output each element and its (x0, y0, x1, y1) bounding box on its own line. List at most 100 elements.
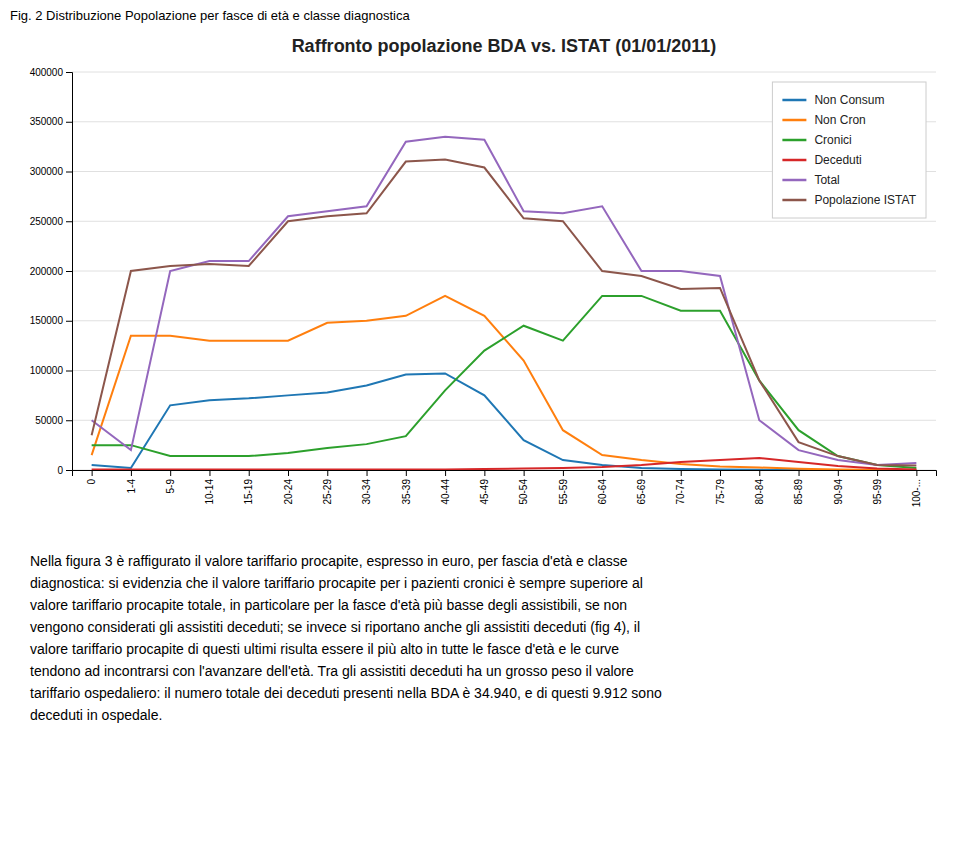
y-tick-mark (66, 122, 72, 123)
legend-label: Deceduti (814, 153, 861, 167)
x-tick: 1-4 (126, 470, 137, 493)
x-tick-mark (602, 470, 603, 476)
legend-label: Cronici (814, 133, 851, 147)
figure-label: Fig. 2 Distribuzione Popolazione per fas… (10, 8, 410, 23)
x-tick-mark (563, 470, 564, 476)
y-tick: 300000 (30, 166, 72, 177)
y-tick-mark (66, 321, 72, 322)
x-tick-mark (406, 470, 407, 476)
y-tick-label: 200000 (30, 266, 64, 277)
x-axis-line (73, 471, 937, 477)
y-tick-mark (66, 271, 72, 272)
x-tick-mark (327, 470, 328, 476)
x-tick: 10-14 (204, 470, 215, 505)
body-text-line: Nella figura 3 è raffigurato il valore t… (30, 553, 628, 569)
body-text-line: tendono ad incontrarsi con l'avanzare de… (30, 663, 634, 679)
legend-box (772, 82, 926, 218)
y-tick-mark (66, 470, 72, 471)
y-tick: 150000 (30, 315, 72, 326)
legend-swatch (782, 159, 806, 162)
legend-item: Total (782, 173, 839, 187)
body-text-line: tariffario ospedaliero: il numero totale… (30, 685, 662, 701)
grid-line (72, 420, 936, 421)
x-tick: 20-24 (283, 470, 294, 505)
x-tick-label: 1-4 (126, 479, 137, 494)
legend: Non Consum Non Cron Cronici Deceduti Total Po… (772, 82, 926, 218)
x-tick-mark (445, 470, 446, 476)
y-tick-label: 150000 (30, 315, 64, 326)
x-tick: 35-39 (401, 470, 412, 505)
x-axis: 0 1-4 5-9 10-14 15-19 20-24 25-29 30-34 35-39 40-… (73, 470, 937, 507)
x-tick-mark (131, 470, 132, 476)
x-tick-mark (877, 470, 878, 476)
x-tick-label: 30-34 (361, 479, 372, 505)
x-tick: 25-29 (322, 470, 333, 505)
y-tick-label: 100000 (30, 365, 64, 376)
x-tick-mark (720, 470, 721, 476)
x-tick-label: 50-54 (518, 479, 529, 505)
x-tick-mark (92, 470, 93, 476)
body-text: Nella figura 3 è raffigurato il valore t… (30, 553, 662, 723)
x-tick: 90-94 (833, 470, 844, 505)
y-tick-label: 300000 (30, 166, 64, 177)
y-axis-line (66, 73, 73, 471)
x-tick: 75-79 (715, 470, 726, 505)
x-tick-label: 100-... (911, 479, 922, 507)
legend-item: Non Cron (782, 113, 865, 127)
series-line (92, 296, 917, 470)
x-tick-mark (170, 470, 171, 476)
y-tick: 100000 (30, 365, 72, 376)
y-tick-label: 0 (57, 465, 63, 476)
y-tick-label: 250000 (30, 216, 64, 227)
x-tick-label: 15-19 (243, 479, 254, 505)
x-tick-label: 40-44 (440, 479, 451, 505)
x-tick: 85-89 (793, 470, 804, 505)
x-tick: 0 (86, 470, 97, 485)
y-tick-mark (66, 371, 72, 372)
grid-line (72, 221, 936, 222)
y-tick: 350000 (30, 116, 72, 127)
grid-line (72, 72, 936, 73)
grid-line (72, 271, 936, 272)
legend-label: Non Consum (814, 93, 884, 107)
x-tick-mark (641, 470, 642, 476)
x-tick: 50-54 (518, 470, 529, 505)
x-tick-label: 45-49 (479, 479, 490, 505)
x-tick: 70-74 (675, 470, 686, 505)
x-tick-label: 60-64 (597, 479, 608, 505)
x-tick-label: 5-9 (165, 479, 176, 494)
x-tick: 15-19 (243, 470, 254, 505)
y-tick: 400000 (30, 67, 72, 78)
x-tick-label: 85-89 (793, 479, 804, 505)
x-tick-mark (209, 470, 210, 476)
y-tick-label: 400000 (30, 67, 64, 78)
x-tick: 80-84 (754, 470, 765, 505)
x-tick: 40-44 (440, 470, 451, 505)
x-tick-mark (484, 470, 485, 476)
y-axis: 0500001000001500002000002500003000003500… (30, 67, 73, 476)
x-tick-mark (249, 470, 250, 476)
x-tick-mark (524, 470, 525, 476)
x-tick: 5-9 (165, 470, 176, 493)
body-text-line: valore tariffario procapite di questi ul… (30, 641, 619, 657)
x-tick-label: 25-29 (322, 479, 333, 505)
body-text-line: vengono considerati gli assistiti decedu… (30, 619, 640, 635)
legend-items: Non Consum Non Cron Cronici Deceduti Total Po… (782, 93, 916, 207)
legend-item: Non Consum (782, 93, 884, 107)
x-tick-label: 95-99 (872, 479, 883, 505)
legend-swatch (782, 99, 806, 102)
body-text-line: valore tariffario procapite totale, in p… (30, 597, 627, 613)
legend-swatch (782, 139, 806, 142)
x-tick-label: 75-79 (715, 479, 726, 505)
x-tick-mark (288, 470, 289, 476)
y-tick: 250000 (30, 216, 72, 227)
series-line (92, 458, 917, 470)
legend-label: Popolazione ISTAT (814, 193, 916, 207)
legend-swatch (782, 119, 806, 122)
legend-swatch (782, 199, 806, 202)
legend-item: Popolazione ISTAT (782, 193, 916, 207)
x-tick-label: 80-84 (754, 479, 765, 505)
y-tick-mark (66, 172, 72, 173)
x-tick-label: 65-69 (636, 479, 647, 505)
x-tick-mark (759, 470, 760, 476)
